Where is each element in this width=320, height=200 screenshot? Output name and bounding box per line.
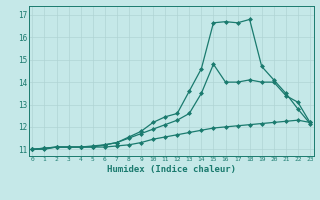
X-axis label: Humidex (Indice chaleur): Humidex (Indice chaleur) [107,165,236,174]
